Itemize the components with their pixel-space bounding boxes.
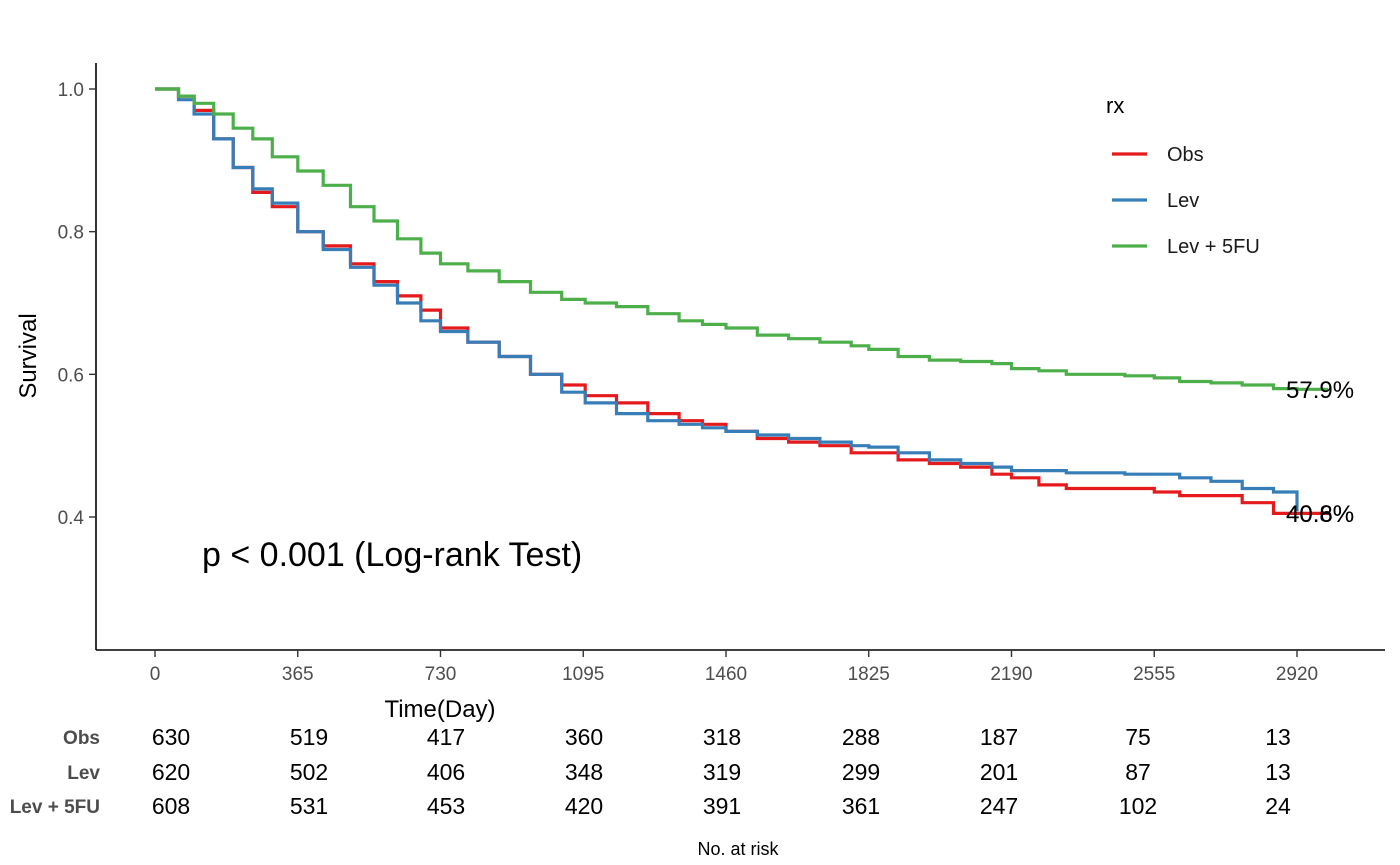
y-axis-title: Survival bbox=[15, 313, 42, 398]
series-line-3 bbox=[155, 87, 1329, 391]
x-tick-label: 2555 bbox=[1133, 664, 1175, 685]
risk-cell: 630 bbox=[152, 724, 190, 750]
risk-cell: 361 bbox=[842, 793, 880, 819]
risk-cell: 201 bbox=[980, 759, 1018, 785]
risk-cell: 360 bbox=[565, 724, 603, 750]
legend-label-3: Lev + 5FU bbox=[1167, 236, 1260, 258]
x-tick-label: 1095 bbox=[562, 664, 604, 685]
risk-cell: 453 bbox=[427, 793, 465, 819]
y-tick-label: 0.6 bbox=[58, 365, 84, 386]
series-line-2 bbox=[155, 87, 1299, 512]
x-axis-title: Time(Day) bbox=[384, 696, 495, 723]
risk-rows: Obs 630 519 417 360 318 288 187 75 13 Lev 620 502 406… bbox=[10, 724, 1291, 819]
legend-entries: Obs Lev Lev + 5FU bbox=[1112, 144, 1260, 258]
y-ticks: 0.4 0.6 0.8 1.0 bbox=[58, 80, 96, 529]
risk-cell: 519 bbox=[290, 724, 328, 750]
x-tick-label: 1460 bbox=[705, 664, 747, 685]
risk-cell: 247 bbox=[980, 793, 1018, 819]
legend-label-2: Lev bbox=[1167, 190, 1199, 212]
risk-cell: 75 bbox=[1125, 724, 1151, 750]
x-tick-label: 2920 bbox=[1276, 664, 1318, 685]
x-tick-label: 730 bbox=[425, 664, 457, 685]
risk-cell: 24 bbox=[1265, 793, 1291, 819]
risk-row-name: Lev bbox=[67, 763, 100, 784]
end-label-3: 57.9% bbox=[1286, 377, 1354, 404]
y-tick-label: 0.8 bbox=[58, 223, 84, 244]
risk-cell: 348 bbox=[565, 759, 603, 785]
end-labels: 40.6%40.8% 57.9% bbox=[1286, 377, 1354, 528]
risk-cell: 318 bbox=[703, 724, 741, 750]
risk-cell: 417 bbox=[427, 724, 465, 750]
pvalue-annotation: p < 0.001 (Log-rank Test) bbox=[202, 536, 582, 574]
risk-cell: 288 bbox=[842, 724, 880, 750]
x-tick-label: 365 bbox=[282, 664, 314, 685]
risk-cell: 420 bbox=[565, 793, 603, 819]
risk-cell: 502 bbox=[290, 759, 328, 785]
risk-cell: 531 bbox=[290, 793, 328, 819]
risk-table: Obs 630 519 417 360 318 288 187 75 13 Lev 620 502 406… bbox=[10, 724, 1291, 859]
risk-cell: 102 bbox=[1119, 793, 1157, 819]
risk-cell: 391 bbox=[703, 793, 741, 819]
risk-cell: 620 bbox=[152, 759, 190, 785]
risk-cell: 87 bbox=[1125, 759, 1151, 785]
risk-cell: 299 bbox=[842, 759, 880, 785]
legend-label-1: Obs bbox=[1167, 144, 1204, 166]
risk-cell: 13 bbox=[1265, 759, 1291, 785]
y-tick-label: 1.0 bbox=[58, 80, 84, 101]
y-tick-label: 0.4 bbox=[58, 508, 85, 529]
risk-cell: 187 bbox=[980, 724, 1018, 750]
risk-row-name: Lev + 5FU bbox=[10, 797, 100, 818]
risk-cell: 608 bbox=[152, 793, 190, 819]
risk-row-name: Obs bbox=[63, 728, 100, 749]
risk-cell: 319 bbox=[703, 759, 741, 785]
legend-title: rx bbox=[1106, 93, 1124, 118]
risk-cell: 13 bbox=[1265, 724, 1291, 750]
x-tick-label: 1825 bbox=[848, 664, 890, 685]
risk-table-title: No. at risk bbox=[697, 839, 779, 859]
end-label-1: 40.6% bbox=[1286, 501, 1354, 528]
series-line-1 bbox=[155, 87, 1329, 515]
end-label-2: 40.8% bbox=[1286, 501, 1354, 528]
axes bbox=[95, 63, 1385, 651]
legend: rx Obs Lev Lev + 5FU bbox=[1106, 93, 1260, 258]
risk-cell: 406 bbox=[427, 759, 465, 785]
x-tick-label: 2190 bbox=[990, 664, 1032, 685]
survival-curves bbox=[155, 87, 1329, 515]
x-tick-label: 0 bbox=[150, 664, 161, 685]
x-ticks: 0 365 730 1095 1460 1825 2190 2555 2920 bbox=[150, 650, 1318, 685]
